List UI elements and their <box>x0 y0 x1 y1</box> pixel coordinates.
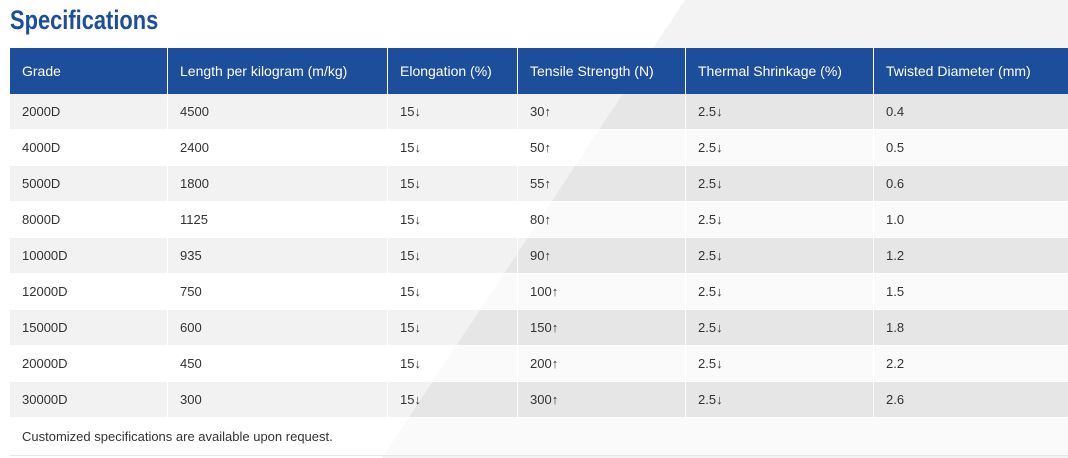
cell-grade: 20000D <box>10 346 168 382</box>
cell-length-per-kg: 300 <box>168 382 388 418</box>
cell-thermal-shrinkage: 2.5↓ <box>686 238 874 274</box>
cell-tensile-strength: 50↑ <box>518 130 686 166</box>
column-header-grade: Grade <box>10 48 168 94</box>
column-header-tensile-strength: Tensile Strength (N) <box>518 48 686 94</box>
column-header-twisted-diameter: Twisted Diameter (mm) <box>886 63 1031 79</box>
cell-twisted-diameter: 1.8 <box>874 310 1068 346</box>
table-row: 15000D 600 15↓ 150↑ 2.5↓ 1.8 <box>10 310 1068 346</box>
cell-tensile-strength: 80↑ <box>518 202 686 238</box>
table-note: Customized specifications are available … <box>22 429 333 444</box>
column-header-elongation: Elongation (%) <box>388 48 518 94</box>
cell-thermal-shrinkage: 2.5↓ <box>686 310 874 346</box>
cell-grade: 8000D <box>10 202 168 238</box>
cell-tensile-strength: 150↑ <box>518 310 686 346</box>
cell-thermal-shrinkage: 2.5↓ <box>686 166 874 202</box>
cell-tensile-strength: 30↑ <box>518 94 686 130</box>
cell-thermal-shrinkage: 2.5↓ <box>686 346 874 382</box>
table-row: 4000D 2400 15↓ 50↑ 2.5↓ 0.5 <box>10 130 1068 166</box>
cell-tensile-strength: 100↑ <box>518 274 686 310</box>
cell-elongation: 15↓ <box>388 238 518 274</box>
cell-length-per-kg: 935 <box>168 238 388 274</box>
spec-table: Grade Length per kilogram (m/kg) Elongat… <box>10 48 1068 456</box>
cell-twisted-diameter: 1.2 <box>874 238 1068 274</box>
cell-grade: 10000D <box>10 238 168 274</box>
table-row: 8000D 1125 15↓ 80↑ 2.5↓ 1.0 <box>10 202 1068 238</box>
cell-elongation: 15↓ <box>388 166 518 202</box>
cell-grade: 2000D <box>10 94 168 130</box>
cell-twisted-diameter: 1.5 <box>874 274 1068 310</box>
table-row: 12000D 750 15↓ 100↑ 2.5↓ 1.5 <box>10 274 1068 310</box>
cell-elongation: 15↓ <box>388 274 518 310</box>
cell-twisted-diameter: 0.6 <box>874 166 1068 202</box>
cell-elongation: 15↓ <box>388 346 518 382</box>
table-row: 30000D 300 15↓ 300↑ 2.5↓ 2.6 <box>10 382 1068 418</box>
cell-tensile-strength: 200↑ <box>518 346 686 382</box>
table-header-row: Grade Length per kilogram (m/kg) Elongat… <box>10 48 1068 94</box>
column-header-length-per-kg: Length per kilogram (m/kg) <box>168 48 388 94</box>
cell-length-per-kg: 750 <box>168 274 388 310</box>
cell-thermal-shrinkage: 2.5↓ <box>686 94 874 130</box>
cell-elongation: 15↓ <box>388 94 518 130</box>
cell-thermal-shrinkage: 2.5↓ <box>686 382 874 418</box>
cell-grade: 30000D <box>10 382 168 418</box>
cell-elongation: 15↓ <box>388 202 518 238</box>
cell-thermal-shrinkage: 2.5↓ <box>686 130 874 166</box>
cell-grade: 5000D <box>10 166 168 202</box>
cell-tensile-strength: 90↑ <box>518 238 686 274</box>
cell-length-per-kg: 1125 <box>168 202 388 238</box>
page-title: Specifications <box>10 5 159 35</box>
cell-length-per-kg: 2400 <box>168 130 388 166</box>
cell-twisted-diameter: 2.2 <box>874 346 1068 382</box>
cell-twisted-diameter: 1.0 <box>874 202 1068 238</box>
cell-twisted-diameter: 2.6 <box>874 382 1068 418</box>
cell-length-per-kg: 1800 <box>168 166 388 202</box>
table-row: 20000D 450 15↓ 200↑ 2.5↓ 2.2 <box>10 346 1068 382</box>
cell-thermal-shrinkage: 2.5↓ <box>686 274 874 310</box>
cell-elongation: 15↓ <box>388 382 518 418</box>
cell-grade: 12000D <box>10 274 168 310</box>
column-header-thermal-shrinkage: Thermal Shrinkage (%) <box>686 48 874 94</box>
cell-elongation: 15↓ <box>388 310 518 346</box>
table-row: 10000D 935 15↓ 90↑ 2.5↓ 1.2 <box>10 238 1068 274</box>
cell-grade: 15000D <box>10 310 168 346</box>
cell-length-per-kg: 450 <box>168 346 388 382</box>
cell-length-per-kg: 600 <box>168 310 388 346</box>
table-row: 5000D 1800 15↓ 55↑ 2.5↓ 0.6 <box>10 166 1068 202</box>
table-row: 2000D 4500 15↓ 30↑ 2.5↓ 0.4 <box>10 94 1068 130</box>
cell-length-per-kg: 4500 <box>168 94 388 130</box>
cell-thermal-shrinkage: 2.5↓ <box>686 202 874 238</box>
cell-twisted-diameter: 0.5 <box>874 130 1068 166</box>
table-note-row: Customized specifications are available … <box>10 418 1068 456</box>
cell-grade: 4000D <box>10 130 168 166</box>
cell-twisted-diameter: 0.4 <box>874 94 1068 130</box>
cell-elongation: 15↓ <box>388 130 518 166</box>
cell-tensile-strength: 300↑ <box>518 382 686 418</box>
cell-tensile-strength: 55↑ <box>518 166 686 202</box>
